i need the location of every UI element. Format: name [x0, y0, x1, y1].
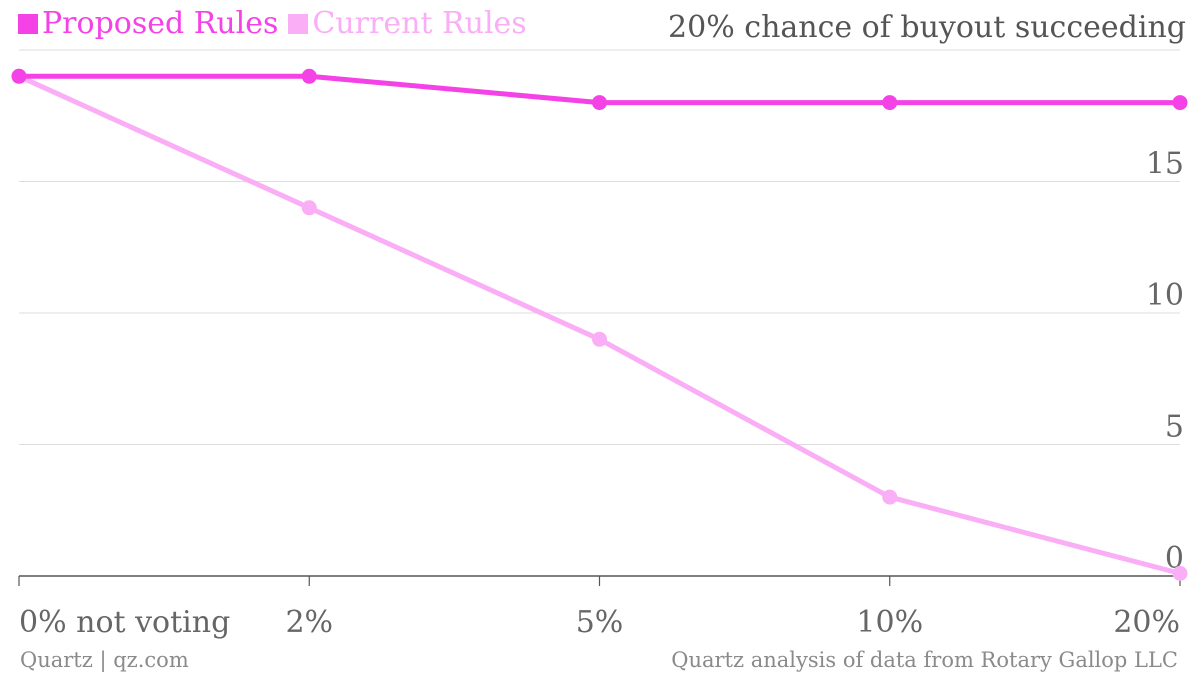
legend-swatch-proposed-rules: [18, 13, 38, 34]
data-point-current-rules-10: [882, 489, 898, 505]
data-point-proposed-rules-20: [1172, 95, 1188, 111]
data-point-proposed-rules-10: [882, 95, 898, 111]
data-point-proposed-rules-2: [301, 68, 317, 84]
series-line-current-rules: [16, 73, 1183, 576]
chart-legend: Proposed Rules Current Rules: [18, 6, 537, 41]
series-group: [11, 68, 1188, 581]
gridlines: [19, 49, 1180, 577]
footer-source-right: Quartz analysis of data from Rotary Gall…: [671, 648, 1178, 672]
legend-item-current-rules: Current Rules: [288, 6, 527, 41]
x-tick-label-2: 2%: [285, 605, 333, 640]
y-tick-label-5: 5: [1165, 410, 1184, 445]
data-point-proposed-rules-5: [592, 95, 607, 111]
data-point-current-rules-2: [301, 200, 317, 216]
data-point-current-rules-5: [592, 331, 607, 347]
x-tick-label-0-not-voting: 0% not voting: [19, 605, 230, 640]
chart-title: 20% chance of buyout succeeding: [668, 10, 1186, 45]
footer-source-left: Quartz | qz.com: [20, 648, 189, 672]
data-point-proposed-rules-0-not-voting: [11, 68, 27, 84]
data-point-current-rules-20: [1172, 565, 1188, 581]
x-tick-label-5: 5%: [576, 605, 624, 640]
legend-item-proposed-rules: Proposed Rules: [18, 6, 278, 41]
y-tick-label-15: 15: [1146, 147, 1184, 182]
x-tick-label-10: 10%: [856, 605, 923, 640]
x-tick-label-20: 20%: [1113, 605, 1180, 640]
x-axis-tick-labels: 0% not voting 2% 5% 10% 20%: [18, 576, 1181, 640]
legend-label-proposed-rules: Proposed Rules: [42, 6, 279, 41]
legend-swatch-current-rules: [288, 13, 309, 34]
legend-label-current-rules: Current Rules: [312, 6, 527, 41]
y-tick-label-10: 10: [1146, 278, 1184, 313]
